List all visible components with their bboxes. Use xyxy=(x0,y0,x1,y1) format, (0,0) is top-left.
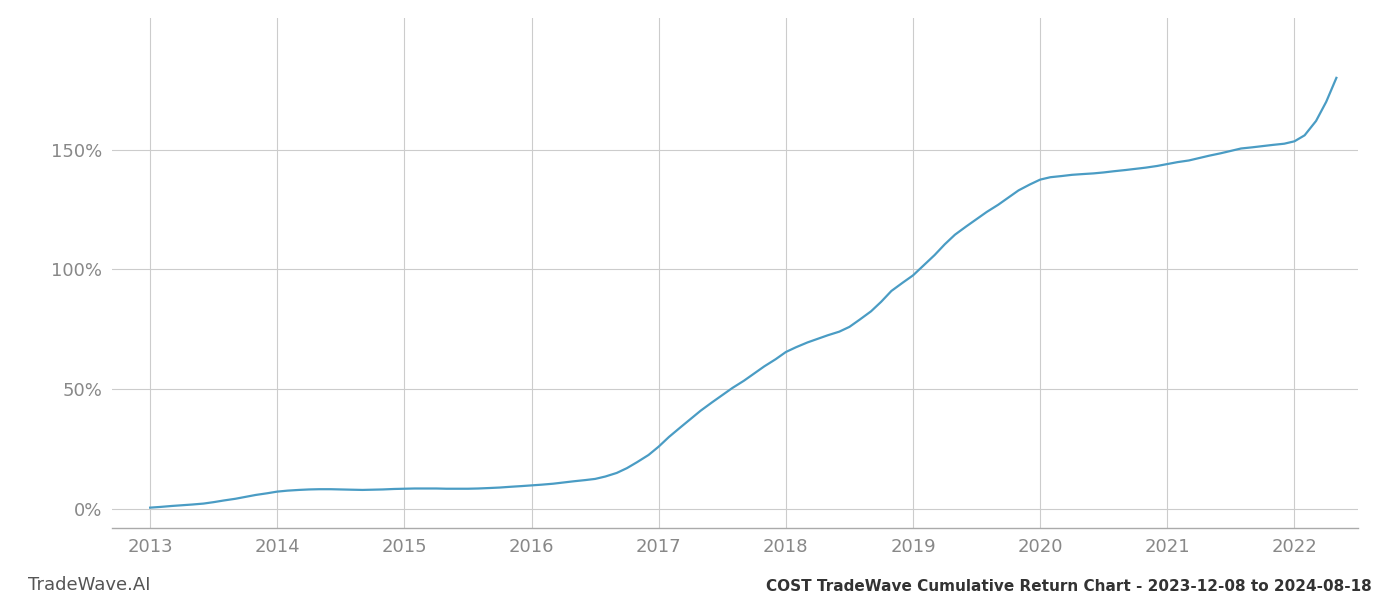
Text: COST TradeWave Cumulative Return Chart - 2023-12-08 to 2024-08-18: COST TradeWave Cumulative Return Chart -… xyxy=(766,579,1372,594)
Text: TradeWave.AI: TradeWave.AI xyxy=(28,576,151,594)
